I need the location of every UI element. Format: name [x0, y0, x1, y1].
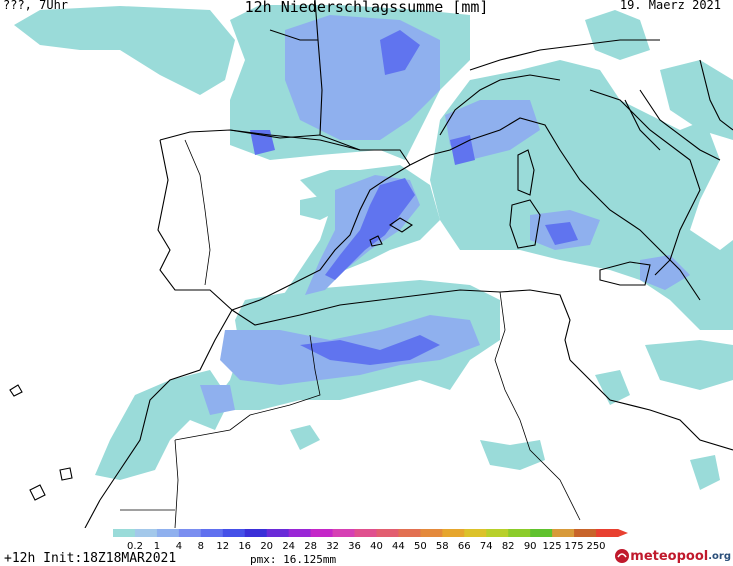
legend-swatch: [244, 529, 268, 537]
legend-tick-label: 20: [260, 541, 274, 552]
legend-swatch: [310, 529, 334, 537]
color-legend: 0.2 1 4 8 12 16 20 24 28 32 36 40 44 50 58 66 74 82 90 125 1…: [113, 529, 633, 559]
legend-swatch: [464, 529, 487, 537]
date-label: 19. Maerz 2021: [619, 0, 721, 12]
coastlines: [9, 0, 733, 528]
legend-tick-label: 1: [153, 541, 161, 552]
legend-swatch: [222, 529, 246, 537]
legend-swatch: [596, 529, 619, 537]
legend-swatch: [354, 529, 377, 537]
legend-arrow: [618, 529, 628, 537]
legend-tick-label: 32: [326, 541, 339, 552]
legend-tick-label: 8: [197, 541, 204, 552]
precipitation-map: [9, 0, 733, 528]
legend-color-bar: [113, 529, 628, 537]
meteopool-logo[interactable]: meteopool .org: [614, 548, 731, 564]
legend-swatch: [200, 529, 224, 537]
map-title: 12h Niederschlagssumme [mm]: [244, 0, 489, 16]
legend-tick-label: 44: [392, 541, 405, 552]
legend-swatch: [134, 529, 158, 537]
legend-tick-label: 90: [523, 541, 537, 552]
pmx-label: pmx: 16.125mm: [250, 553, 337, 566]
legend-tick-label: 175: [564, 541, 584, 552]
legend-tick-label: 40: [370, 541, 383, 552]
legend-swatch: [552, 529, 575, 537]
legend-tick-label: 66: [457, 541, 471, 552]
model-run-label: +12h Init:18Z18MAR2021: [4, 551, 177, 566]
logo-text: meteopool: [630, 548, 709, 564]
legend-swatch: [398, 529, 421, 537]
legend-swatch: [486, 529, 509, 537]
legend-swatch: [113, 529, 136, 537]
legend-swatch: [156, 529, 180, 537]
legend-swatch: [420, 529, 443, 537]
legend-tick-label: 125: [542, 541, 562, 552]
legend-tick-label: 24: [282, 541, 296, 552]
legend-swatch: [332, 529, 356, 537]
legend-swatch: [376, 529, 399, 537]
legend-swatch: [574, 529, 597, 537]
legend-tick-label: 250: [586, 541, 606, 552]
legend-tick-label: 50: [414, 541, 427, 552]
legend-tick-label: 16: [238, 541, 252, 552]
legend-tick-label: 58: [435, 541, 449, 552]
legend-swatch: [508, 529, 531, 537]
legend-tick-label: 74: [479, 541, 493, 552]
legend-swatch: [530, 529, 553, 537]
legend-tick-label: 12: [216, 541, 230, 552]
legend-tick-label: 82: [501, 541, 515, 552]
legend-tick-label: 4: [175, 541, 183, 552]
legend-tick-label: 28: [304, 541, 317, 552]
logo-tld: .org: [708, 550, 731, 562]
legend-tick-label: 36: [348, 541, 361, 552]
legend-tick-label: 0.2: [127, 541, 143, 552]
logo-icon: [615, 549, 630, 563]
location-time-label: ???, 7Uhr: [3, 0, 69, 12]
legend-swatch: [288, 529, 312, 537]
legend-swatch: [442, 529, 465, 537]
legend-swatch: [178, 529, 202, 537]
legend-swatch: [266, 529, 290, 537]
precip-heavy-areas: [250, 30, 578, 365]
